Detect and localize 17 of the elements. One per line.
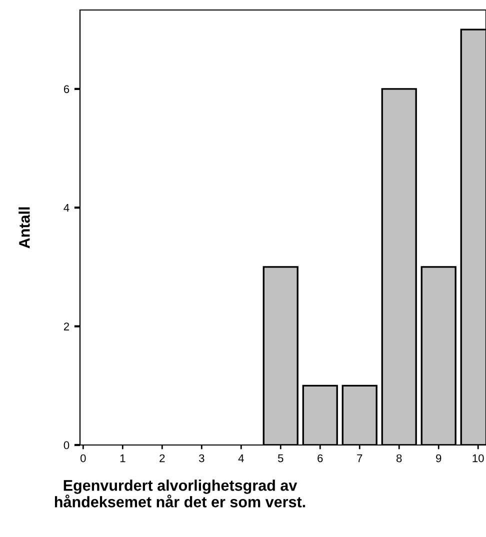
x-axis-title: Egenvurdert alvorlighetsgrad av håndeksemet når det er som verst. [54, 480, 306, 508]
y-tick-label: 6 [64, 85, 70, 94]
x-tick-label: 1 [120, 454, 126, 462]
y-tick-label: 4 [64, 204, 70, 212]
x-tick-label: 3 [198, 454, 204, 462]
x-tick-label: 4 [238, 454, 244, 462]
y-tick-label: 0 [64, 441, 70, 450]
x-tick-label: 6 [318, 454, 323, 462]
x-tick-label: 10 [472, 454, 484, 462]
x-tick-label: 8 [396, 454, 402, 462]
x-tick-label: 9 [436, 454, 442, 462]
x-tick-label: 2 [160, 454, 165, 462]
x-tick-label: 5 [278, 454, 284, 462]
x-tick-label: 0 [80, 454, 86, 462]
y-axis-title: Antall [18, 207, 30, 248]
x-tick-label: 7 [357, 454, 362, 462]
y-tick-label: 2 [64, 322, 70, 330]
